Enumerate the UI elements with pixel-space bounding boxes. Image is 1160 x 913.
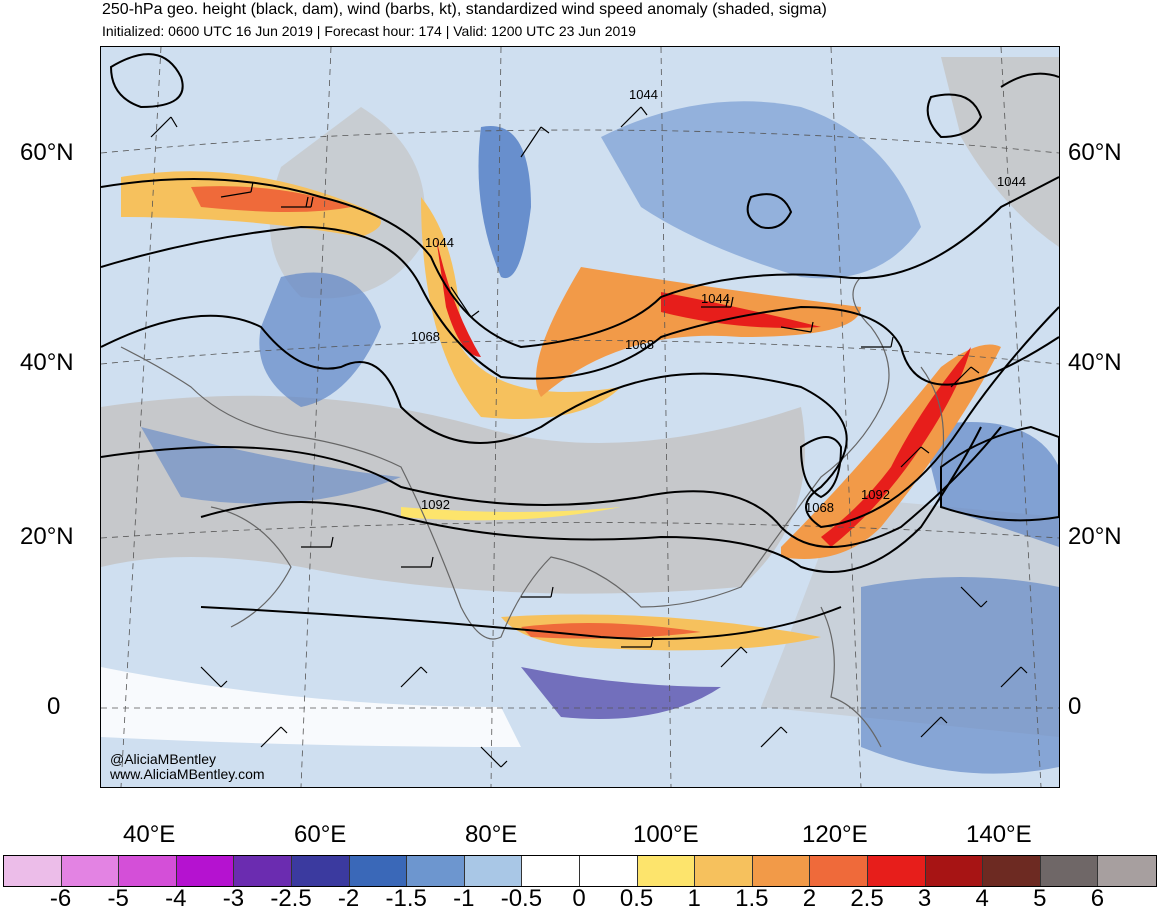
- jet-anomaly-core: [521, 623, 701, 639]
- height-contours: [101, 53, 1059, 640]
- colorbar-tick-label: 2: [802, 885, 817, 912]
- jet-anomaly-band: [536, 267, 861, 397]
- colorbar: [3, 855, 1157, 887]
- negative-anomaly-region: [478, 126, 531, 279]
- contour-label: 1068: [625, 337, 654, 352]
- plot-title: 250-hPa geo. height (black, dam), wind (…: [102, 1, 827, 18]
- colorbar-swatch: [522, 856, 580, 886]
- colorbar-tick-label: 1: [687, 885, 701, 912]
- map-panel[interactable]: 1044 1044 1044 1044 1068 1068 1068 1092 …: [100, 46, 1060, 788]
- lon-label: 80°E: [465, 821, 518, 848]
- lat-label-left: 0: [47, 693, 61, 720]
- colorbar-tick-label: -2: [337, 885, 360, 912]
- colorbar-swatch: [925, 856, 984, 886]
- colorbar-swatch: [464, 856, 523, 886]
- graticule: [101, 47, 1059, 787]
- contour-label: 1044: [997, 174, 1026, 189]
- strong-negative-anomaly-region: [521, 667, 721, 719]
- colorbar-tick-label: -5: [107, 885, 129, 912]
- colorbar-swatch: [1040, 856, 1099, 886]
- colorbar-swatch: [867, 856, 926, 886]
- negative-anomaly-region: [141, 427, 401, 504]
- colorbar-swatch: [1098, 856, 1156, 886]
- map-canvas: 1044 1044 1044 1044 1068 1068 1068 1092 …: [101, 47, 1059, 787]
- colorbar-tick-label: 1.5: [735, 885, 769, 912]
- colorbar-tick-label: 4: [975, 885, 989, 912]
- colorbar-swatch: [176, 856, 235, 886]
- colorbar-tick-label: -2.5: [270, 885, 312, 912]
- colorbar-swatch: [349, 856, 408, 886]
- colorbar-swatch: [579, 856, 638, 886]
- neutral-region: [101, 395, 805, 594]
- colorbar-swatch: [752, 856, 811, 886]
- jet-anomaly-core: [661, 292, 821, 328]
- contour-label: 1068: [411, 329, 440, 344]
- credit-handle: @AliciaMBentley: [110, 751, 217, 767]
- lat-label-right: 40°N: [1068, 349, 1122, 376]
- negative-anomaly-region: [921, 422, 1059, 547]
- colorbar-tick-label: -6: [49, 885, 72, 912]
- colorbar-tick-label: 0.5: [619, 885, 654, 912]
- coastlines: [120, 276, 945, 748]
- lat-label-right: 0: [1068, 693, 1082, 720]
- lon-label: 100°E: [633, 821, 699, 848]
- colorbar-tick-label: 0: [572, 885, 586, 912]
- colorbar-swatch: [810, 856, 868, 886]
- lat-label-left: 20°N: [20, 523, 74, 550]
- colorbar-swatch: [291, 856, 350, 886]
- colorbar-tick-label: 6: [1090, 885, 1105, 912]
- lat-label-left: 60°N: [20, 139, 74, 166]
- lon-label: 120°E: [802, 821, 868, 848]
- colorbar-tick-label: 5: [1033, 885, 1047, 912]
- contour-label: 1092: [421, 497, 450, 512]
- contour-label: 1044: [701, 291, 730, 306]
- lon-label: 60°E: [294, 821, 347, 848]
- colorbar-tick-label: 2.5: [850, 885, 884, 912]
- colorbar-tick-label: -3: [222, 885, 245, 912]
- negative-anomaly-region: [259, 272, 381, 407]
- lon-label: 140°E: [966, 821, 1032, 848]
- negative-anomaly-region: [601, 101, 921, 279]
- plot-subtitle: Initialized: 0600 UTC 16 Jun 2019 | Fore…: [102, 23, 636, 39]
- colorbar-tick-label: -1.5: [385, 885, 427, 912]
- contour-labels: 1044 1044 1044 1044 1068 1068 1068 1092 …: [411, 87, 1026, 515]
- lon-label: 40°E: [123, 821, 176, 848]
- colorbar-swatch: [4, 856, 62, 886]
- jet-anomaly-core: [821, 347, 971, 547]
- jet-anomaly-band: [401, 507, 621, 521]
- jet-anomaly-core: [436, 237, 481, 357]
- wind-barbs: [150, 106, 1028, 768]
- contour-label: 1044: [425, 235, 454, 250]
- colorbar-tick-label: -1: [453, 885, 475, 912]
- contour-label: 1092: [861, 487, 890, 502]
- neutral-region: [941, 57, 1059, 247]
- lat-label-right: 20°N: [1068, 523, 1122, 550]
- colorbar-tick-label: -4: [165, 885, 187, 912]
- jet-anomaly-band: [421, 197, 621, 419]
- colorbar-tick-label: -0.5: [500, 885, 543, 912]
- colorbar-swatch: [695, 856, 753, 886]
- colorbar-swatch: [234, 856, 292, 886]
- lat-label-right: 60°N: [1068, 139, 1122, 166]
- negative-anomaly-region: [861, 577, 1059, 774]
- credit-url: www.AliciaMBentley.com: [110, 766, 265, 782]
- lat-label-left: 40°N: [20, 349, 74, 376]
- contour-label: 1044: [629, 87, 658, 102]
- colorbar-swatch: [119, 856, 177, 886]
- colorbar-swatch: [983, 856, 1041, 886]
- colorbar-swatch: [407, 856, 465, 886]
- colorbar-swatch: [61, 856, 120, 886]
- colorbar-swatch: [637, 856, 696, 886]
- colorbar-tick-label: 3: [917, 885, 932, 912]
- near-zero-region: [101, 667, 521, 747]
- contour-label: 1068: [805, 500, 834, 515]
